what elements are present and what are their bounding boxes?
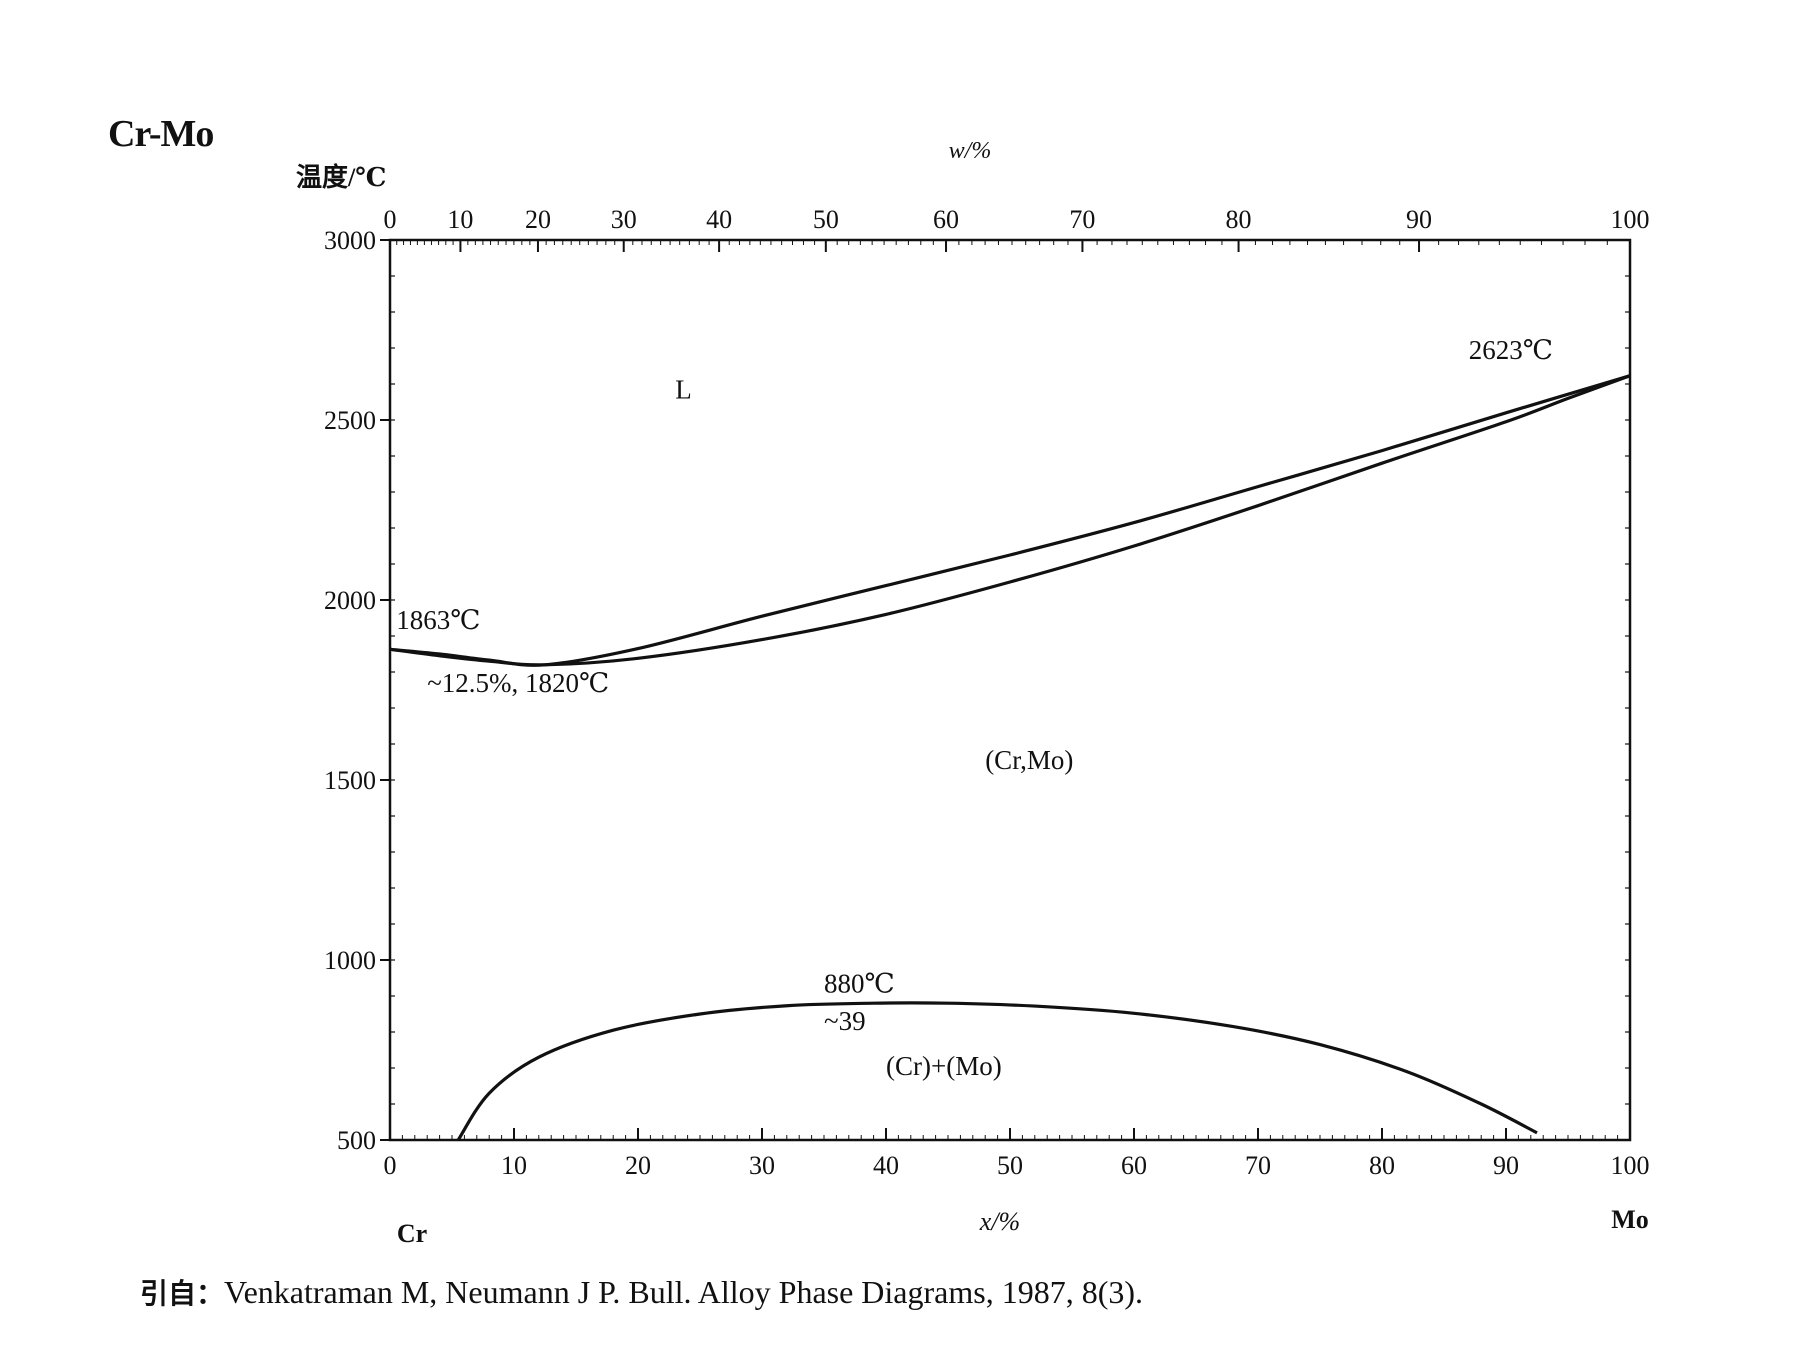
x-bottom-tick-label: 10 — [501, 1151, 527, 1180]
x-top-tick-label: 70 — [1069, 205, 1095, 234]
y-axis-label: 温度/℃ — [296, 162, 386, 192]
x-top-tick-label: 80 — [1226, 205, 1252, 234]
x-axis-top-label: w/% — [949, 138, 992, 164]
annotation-label: 880℃ — [824, 968, 895, 998]
x-bottom-tick-label: 90 — [1493, 1151, 1519, 1180]
y-tick-label: 500 — [337, 1126, 376, 1155]
y-tick-label: 1000 — [324, 946, 376, 975]
y-tick-label: 2500 — [324, 406, 376, 435]
annotation-label: 2623℃ — [1469, 335, 1553, 365]
x-bottom-tick-label: 70 — [1245, 1151, 1271, 1180]
x-top-tick-label: 10 — [447, 205, 473, 234]
x-bottom-tick-label: 60 — [1121, 1151, 1147, 1180]
solidus-curve — [389, 374, 1631, 667]
annotation-label: (Cr,Mo) — [985, 745, 1073, 775]
x-top-tick-label: 50 — [813, 205, 839, 234]
y-axis-ticks: 500 1000 1500 2000 2500 3000 — [324, 226, 1630, 1155]
x-top-tick-label: 30 — [611, 205, 637, 234]
y-tick-label: 3000 — [324, 226, 376, 255]
annotation-label: L — [675, 374, 692, 404]
x-bottom-tick-label: 20 — [625, 1151, 651, 1180]
annotation-label: ~39 — [824, 1006, 866, 1036]
liquidus-curve — [389, 374, 1631, 667]
x-bottom-tick-label: 0 — [384, 1151, 397, 1180]
x-axis-bottom-ticks: 0 10 20 30 40 50 60 70 80 90 100 — [384, 1128, 1650, 1180]
annotation-label: ~12.5%, 1820℃ — [427, 668, 609, 698]
miscibility-gap-curve — [456, 1001, 1538, 1141]
phase-labels: L (Cr,Mo) (Cr)+(Mo) 1863℃ ~12.5%, 1820℃ 2623℃… — [396, 335, 1553, 1081]
figure-title: Cr-Mo — [108, 113, 214, 155]
source-prefix: 引自： — [140, 1277, 225, 1310]
x-bottom-tick-label: 50 — [997, 1151, 1023, 1180]
x-top-tick-label: 20 — [525, 205, 551, 234]
x-bottom-tick-label: 40 — [873, 1151, 899, 1180]
annotation-label: (Cr)+(Mo) — [886, 1051, 1002, 1081]
phase-boundaries — [389, 374, 1631, 1141]
source-text: Venkatraman M, Neumann J P. Bull. Alloy … — [224, 1274, 1144, 1310]
mo-end-label: Mo — [1611, 1205, 1649, 1234]
x-bottom-tick-label: 80 — [1369, 1151, 1395, 1180]
x-top-tick-label: 40 — [706, 205, 732, 234]
x-top-tick-label: 100 — [1611, 205, 1650, 234]
x-top-tick-label: 0 — [384, 205, 397, 234]
x-bottom-tick-label: 100 — [1611, 1151, 1650, 1180]
x-axis-top-ticks: 0 10 20 30 40 50 60 70 80 90 100 — [384, 205, 1650, 252]
annotation-label: 1863℃ — [396, 605, 480, 635]
x-bottom-tick-label: 30 — [749, 1151, 775, 1180]
x-top-tick-label: 90 — [1406, 205, 1432, 234]
x-top-tick-label: 60 — [933, 205, 959, 234]
cr-end-label: Cr — [397, 1219, 427, 1248]
y-tick-label: 2000 — [324, 586, 376, 615]
x-axis-bottom-label: x/% — [979, 1207, 1020, 1236]
source-citation: 引自：Venkatraman M, Neumann J P. Bull. All… — [140, 1272, 1143, 1312]
y-tick-label: 1500 — [324, 766, 376, 795]
